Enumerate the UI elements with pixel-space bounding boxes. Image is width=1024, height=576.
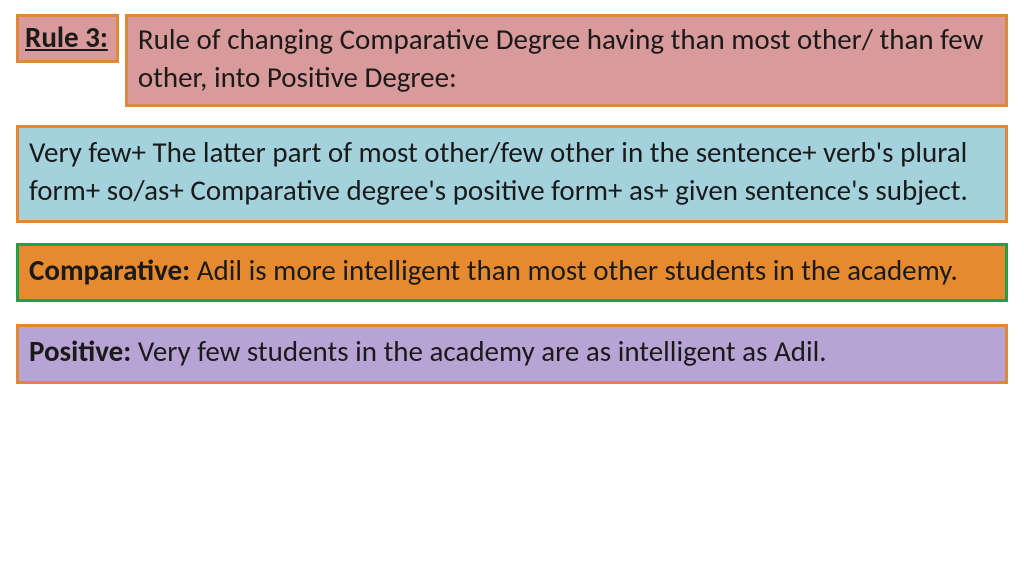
comparative-label: Comparative: xyxy=(29,252,197,288)
comparative-text: Adil is more intelligent than most other… xyxy=(197,252,958,288)
rule-number-box: Rule 3: xyxy=(16,14,119,63)
formula-box: Very few+ The latter part of most other/… xyxy=(16,125,1008,222)
positive-label: Positive: xyxy=(29,333,138,369)
positive-text: Very few students in the academy are as … xyxy=(138,333,827,369)
header-row: Rule 3: Rule of changing Comparative Deg… xyxy=(16,14,1008,107)
comparative-example-box: Comparative: Adil is more intelligent th… xyxy=(16,243,1008,303)
positive-example-box: Positive: Very few students in the acade… xyxy=(16,324,1008,384)
rule-title-box: Rule of changing Comparative Degree havi… xyxy=(125,14,1008,107)
